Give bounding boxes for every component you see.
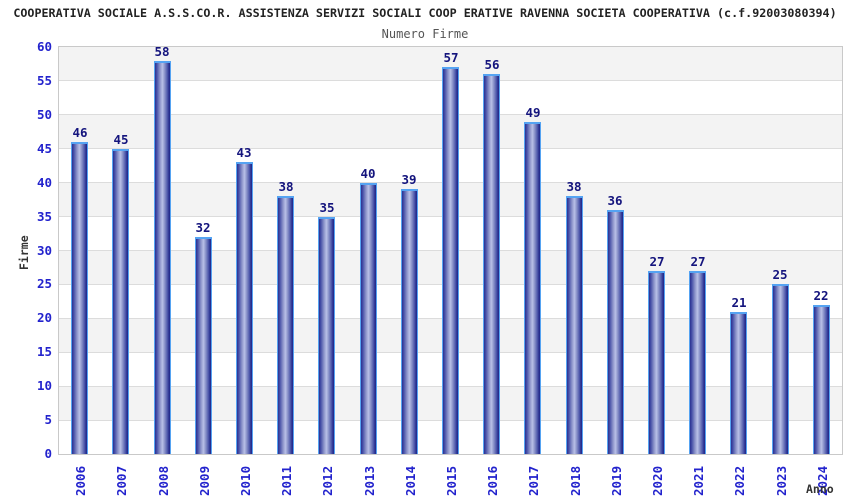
x-tick-label: 2008: [156, 465, 171, 496]
y-tick-label: 30: [36, 242, 52, 258]
y-tick-label: 15: [36, 344, 52, 360]
x-tick-label: 2007: [114, 465, 129, 496]
bar-2011: [277, 196, 294, 454]
bar-value-label: 43: [236, 145, 252, 160]
y-tick-label: 0: [44, 446, 52, 461]
x-tick-label: 2018: [568, 465, 583, 496]
bar-2007: [112, 149, 129, 454]
y-tick-label: 5: [44, 412, 52, 428]
bar-value-label: 56: [484, 57, 500, 72]
bar-value-label: 57: [443, 50, 459, 65]
plot-area: [58, 46, 843, 455]
bar-value-label: 38: [278, 179, 294, 194]
x-tick-label: 2010: [238, 465, 253, 496]
bar-2013: [360, 183, 377, 454]
bar-2006: [71, 142, 88, 454]
bar-2024: [813, 305, 830, 454]
bar-2008: [154, 61, 171, 454]
x-tick-label: 2016: [485, 465, 500, 496]
y-tick-label: 45: [36, 140, 52, 156]
bar-2009: [195, 237, 212, 454]
x-tick-label: 2012: [320, 465, 335, 496]
bar-2012: [318, 217, 335, 454]
bar-value-label: 58: [154, 44, 170, 59]
bar-value-label: 27: [690, 254, 706, 269]
bar-value-label: 35: [319, 200, 335, 215]
bar-value-label: 40: [360, 166, 376, 181]
x-tick-label: 2021: [691, 465, 706, 496]
bar-value-label: 21: [731, 295, 747, 310]
bar-2014: [401, 189, 418, 454]
x-tick-label: 2022: [732, 465, 747, 496]
y-tick-label: 20: [36, 310, 52, 326]
bar-2021: [689, 271, 706, 454]
bar-value-label: 45: [113, 132, 129, 147]
x-tick-label: 2019: [609, 465, 624, 496]
bar-2016: [483, 74, 500, 454]
bar-value-label: 27: [649, 254, 665, 269]
bar-2015: [442, 67, 459, 454]
bar-value-label: 32: [195, 220, 211, 235]
bar-value-label: 25: [772, 267, 788, 282]
x-tick-label: 2013: [362, 465, 377, 496]
x-tick-label: 2015: [444, 465, 459, 496]
bar-value-label: 49: [525, 105, 541, 120]
x-tick-label: 2023: [774, 465, 789, 496]
x-tick-label: 2017: [526, 465, 541, 496]
x-tick-label: 2020: [650, 465, 665, 496]
bar-2020: [648, 271, 665, 454]
y-tick-label: 60: [36, 39, 52, 54]
bar-2018: [566, 196, 583, 454]
y-tick-label: 25: [36, 276, 52, 292]
y-tick-label: 50: [36, 106, 52, 122]
bar-2017: [524, 122, 541, 454]
x-tick-label: 2014: [403, 465, 418, 496]
y-tick-label: 35: [36, 208, 52, 224]
x-tick-label: 2011: [279, 465, 294, 496]
bar-value-label: 38: [566, 179, 582, 194]
x-tick-label: 2006: [73, 465, 88, 496]
bar-value-label: 22: [813, 288, 829, 303]
chart-title: COOPERATIVA SOCIALE A.S.S.CO.R. ASSISTEN…: [13, 6, 837, 20]
bar-2022: [730, 312, 747, 454]
bar-value-label: 46: [72, 125, 88, 140]
y-tick-label: 40: [36, 174, 52, 190]
x-tick-label: 2009: [197, 465, 212, 496]
x-axis-label: Anno: [806, 482, 834, 496]
bar-2019: [607, 210, 624, 454]
bar-value-label: 36: [607, 193, 623, 208]
bar-value-label: 39: [401, 172, 417, 187]
bar-2010: [236, 162, 253, 454]
y-tick-label: 10: [36, 378, 52, 394]
chart-subtitle: Numero Firme: [381, 27, 469, 41]
bar-2023: [772, 284, 789, 454]
y-tick-label: 55: [36, 72, 52, 88]
